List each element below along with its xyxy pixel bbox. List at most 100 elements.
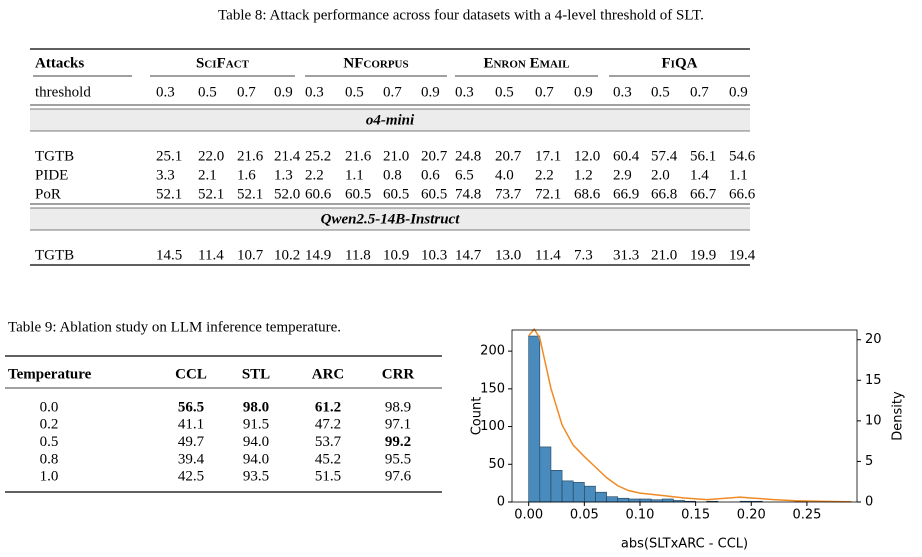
cell: 3.3 [156,167,175,183]
cell: 25.1 [156,148,182,164]
column-header: FiQA [662,55,698,71]
row-label: TGTB [35,247,74,263]
cell: 19.4 [729,247,756,263]
cell: 11.4 [198,247,224,263]
cell: 60.6 [305,186,332,202]
bar [539,446,552,503]
threshold: 0.5 [345,84,364,100]
cell: 24.8 [455,148,481,164]
cell: 17.1 [535,148,561,164]
cell: 10.2 [274,247,300,263]
column-header: Enron Email [483,55,569,71]
bar [639,498,652,503]
y-tick-label: 50 [488,457,505,472]
cell: 25.2 [305,148,331,164]
cell: 2.9 [613,167,632,183]
cell: 49.7 [178,434,205,450]
cell: 97.1 [385,417,411,433]
y-tick-label: 100 [480,419,505,434]
cell: 98.9 [385,399,411,415]
y-tick-label: 200 [480,344,505,359]
section-label: o4-mini [366,112,415,128]
bar [595,491,607,503]
cell: 47.2 [315,417,341,433]
cell: 53.7 [315,434,342,450]
cell: 14.9 [305,247,331,263]
cell: 94.0 [243,451,269,467]
cell: 12.0 [574,148,600,164]
cell: 94.0 [243,434,269,450]
cell: 74.8 [455,186,481,202]
cell: 91.5 [243,417,269,433]
cell: 21.0 [651,247,677,263]
threshold: 0.3 [455,84,474,100]
cell: 1.2 [574,167,593,183]
cell: 39.4 [178,451,205,467]
cell: 66.7 [690,186,717,202]
column-header: STL [242,366,270,382]
table: Temperature CCL STL ARC CRR 0.0 56.5 98.0 61.2 98… [5,355,442,493]
cell: 52.0 [274,186,300,202]
column-header: ARC [312,366,345,382]
cell: 60.5 [421,186,447,202]
y-axis-label: Count [470,397,485,436]
cell: 60.5 [345,186,371,202]
cell: 31.3 [613,247,639,263]
cell: 2.2 [535,167,554,183]
bar [628,498,641,503]
x-tick-label: 0.10 [626,508,655,523]
cell: 97.6 [385,469,412,485]
threshold: 0.7 [690,84,709,100]
cell: 1.4 [690,167,709,183]
cell: 21.6 [237,148,264,164]
threshold: 0.9 [574,84,593,100]
cell: 0.8 [383,167,402,183]
column-header: SciFact [196,55,250,71]
cell: 21.4 [274,148,301,164]
cell: 54.6 [729,148,756,164]
cell: 4.0 [495,167,514,183]
section-band [30,109,750,131]
cell: 0.0 [40,399,59,415]
y-tick-label: 0 [497,495,505,510]
cell: 0.6 [421,167,440,183]
cell: 42.5 [178,469,204,485]
cell: 68.6 [574,186,601,202]
section-label: Qwen2.5-14B-Instruct [321,211,461,227]
threshold: 0.7 [383,84,402,100]
cell: 22.0 [198,148,224,164]
section-band [30,208,750,230]
cell: 10.7 [237,247,264,263]
cell: 52.1 [198,186,224,202]
y2-tick-label: 10 [865,413,882,428]
cell: 20.7 [495,148,522,164]
cell: 10.3 [421,247,447,263]
bar [528,335,541,503]
cell: 95.5 [385,451,411,467]
cell: 61.2 [315,399,341,415]
cell: 6.5 [455,167,474,183]
cell: 99.2 [385,434,411,450]
y2-axis-label: Density [891,391,906,441]
table-caption: Table 8: Attack performance across four … [218,7,704,23]
bar [572,482,585,503]
row-label: PoR [35,186,61,202]
cell: 2.0 [651,167,670,183]
bar [661,498,674,503]
threshold: 0.3 [613,84,632,100]
cell: 10.9 [383,247,409,263]
plot-frame [511,329,858,503]
bar [550,470,563,503]
cell: 19.9 [690,247,716,263]
cell: 60.4 [613,148,640,164]
row-label: PIDE [35,167,68,183]
threshold: 0.7 [237,84,256,100]
cell: 7.3 [574,247,593,263]
x-axis-label: abs(SLTxARC - CCL) [621,537,748,552]
threshold: 0.5 [495,84,514,100]
y2-tick-label: 15 [865,373,882,388]
cell: 2.2 [305,167,324,183]
cell: 66.6 [729,186,756,202]
bar [606,496,619,503]
cell: 13.0 [495,247,521,263]
